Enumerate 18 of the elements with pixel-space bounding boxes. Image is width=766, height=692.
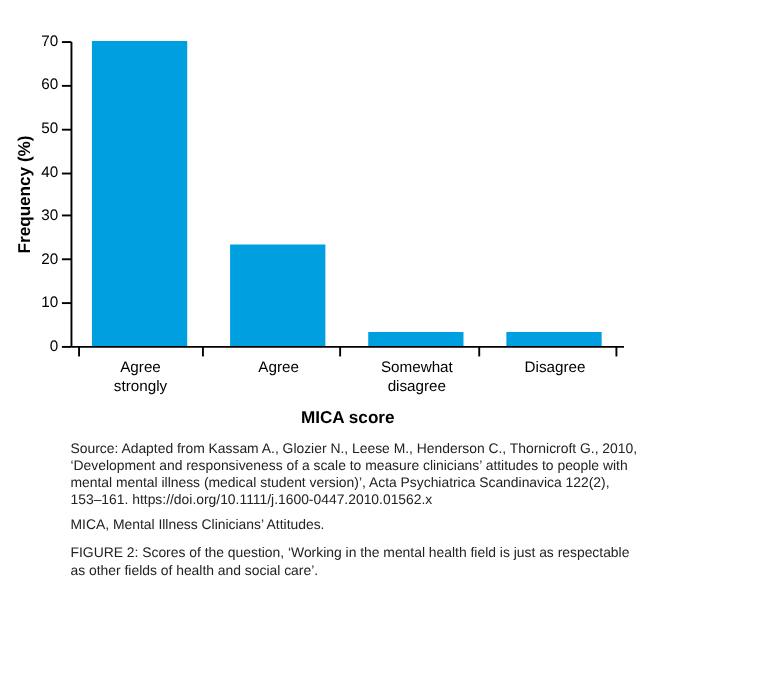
y-tick-label: 20 (41, 249, 59, 268)
bar (230, 244, 326, 346)
bar (368, 332, 464, 346)
x-axis-title: MICA score (300, 407, 395, 428)
y-tick-label: 40 (41, 162, 59, 181)
y-tick-label: 30 (41, 206, 59, 225)
y-tick-label: 60 (41, 75, 59, 94)
x-tick-label: Agree strongly (113, 357, 168, 395)
y-tick-label: 10 (41, 293, 59, 312)
y-axis-title: Frequency (%) (13, 135, 34, 254)
y-tick-label: 70 (41, 31, 59, 50)
y-tick-label: 50 (41, 118, 59, 137)
bar (91, 41, 188, 346)
bar (506, 332, 602, 346)
x-tick-label: Somewhat disagree (380, 357, 455, 395)
x-tick-label: Agree (258, 357, 299, 376)
y-tick-label: 0 (49, 336, 59, 355)
x-tick-label: Disagree (524, 357, 586, 376)
